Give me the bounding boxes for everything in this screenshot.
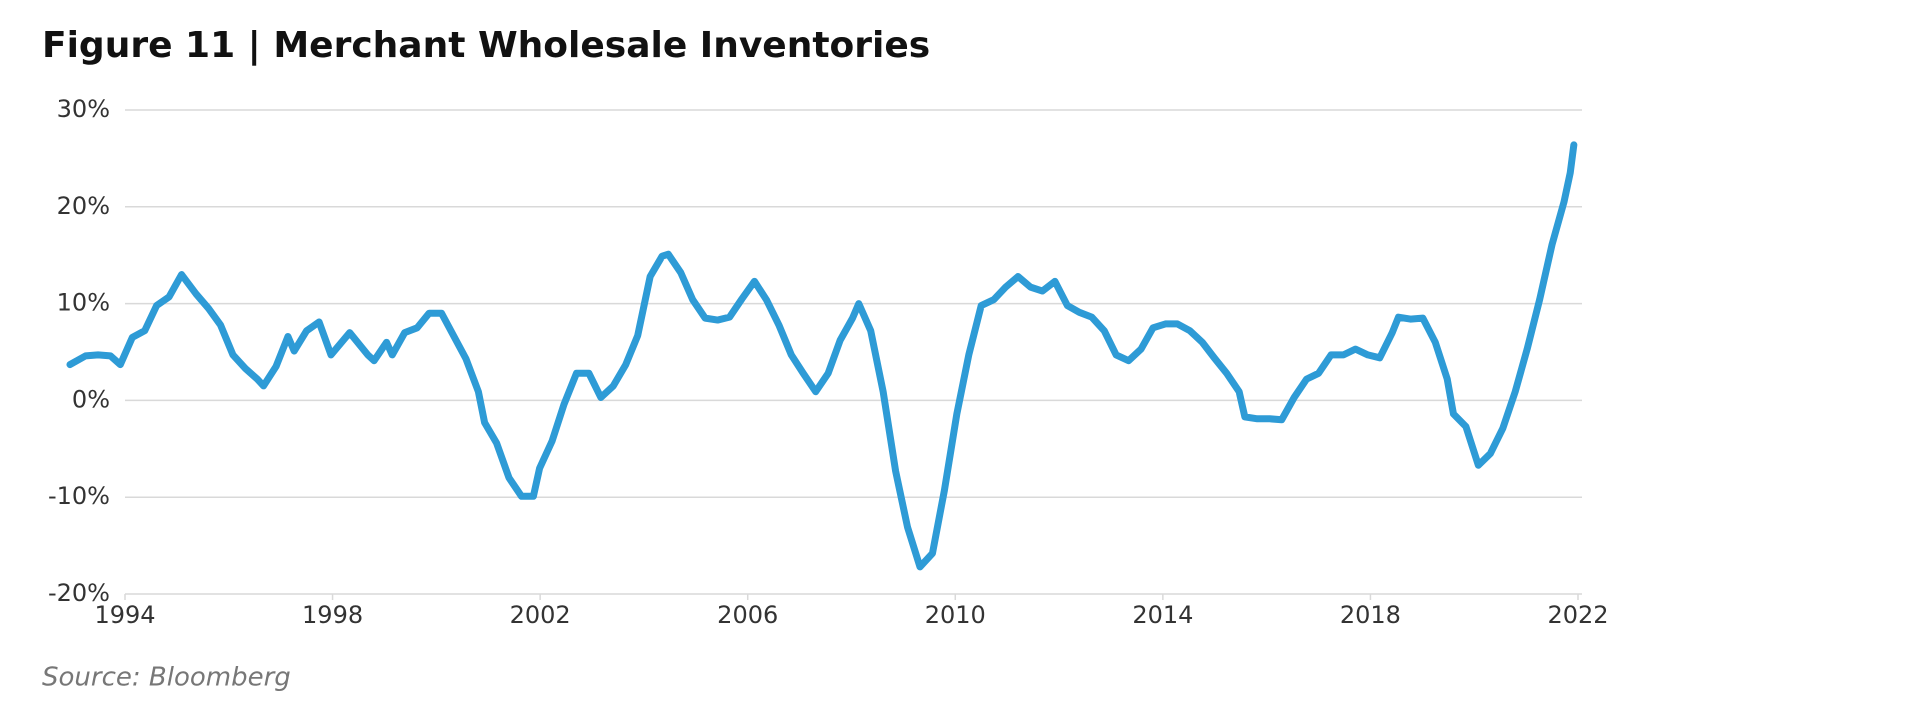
y-tick-label: -20%: [48, 579, 110, 607]
x-tick-label: 1998: [302, 601, 363, 629]
y-tick-label: 0%: [72, 385, 110, 413]
y-tick-label: -10%: [48, 482, 110, 510]
y-tick-label: 10%: [57, 289, 110, 317]
chart-title: Figure 11 | Merchant Wholesale Inventori…: [42, 25, 930, 66]
x-tick-label: 2006: [717, 601, 778, 629]
x-tick-label: 2010: [925, 601, 986, 629]
x-tick-label: 1994: [94, 601, 155, 629]
source-note: Source: Bloomberg: [42, 663, 291, 693]
y-tick-label: 30%: [57, 95, 110, 123]
data-line: [66, 141, 1578, 571]
x-tick-label: 2014: [1132, 601, 1193, 629]
x-tick-label: 2018: [1340, 601, 1401, 629]
y-tick-label: 20%: [57, 192, 110, 220]
x-tick-label: 2002: [510, 601, 571, 629]
x-tick-label: 2022: [1547, 601, 1608, 629]
